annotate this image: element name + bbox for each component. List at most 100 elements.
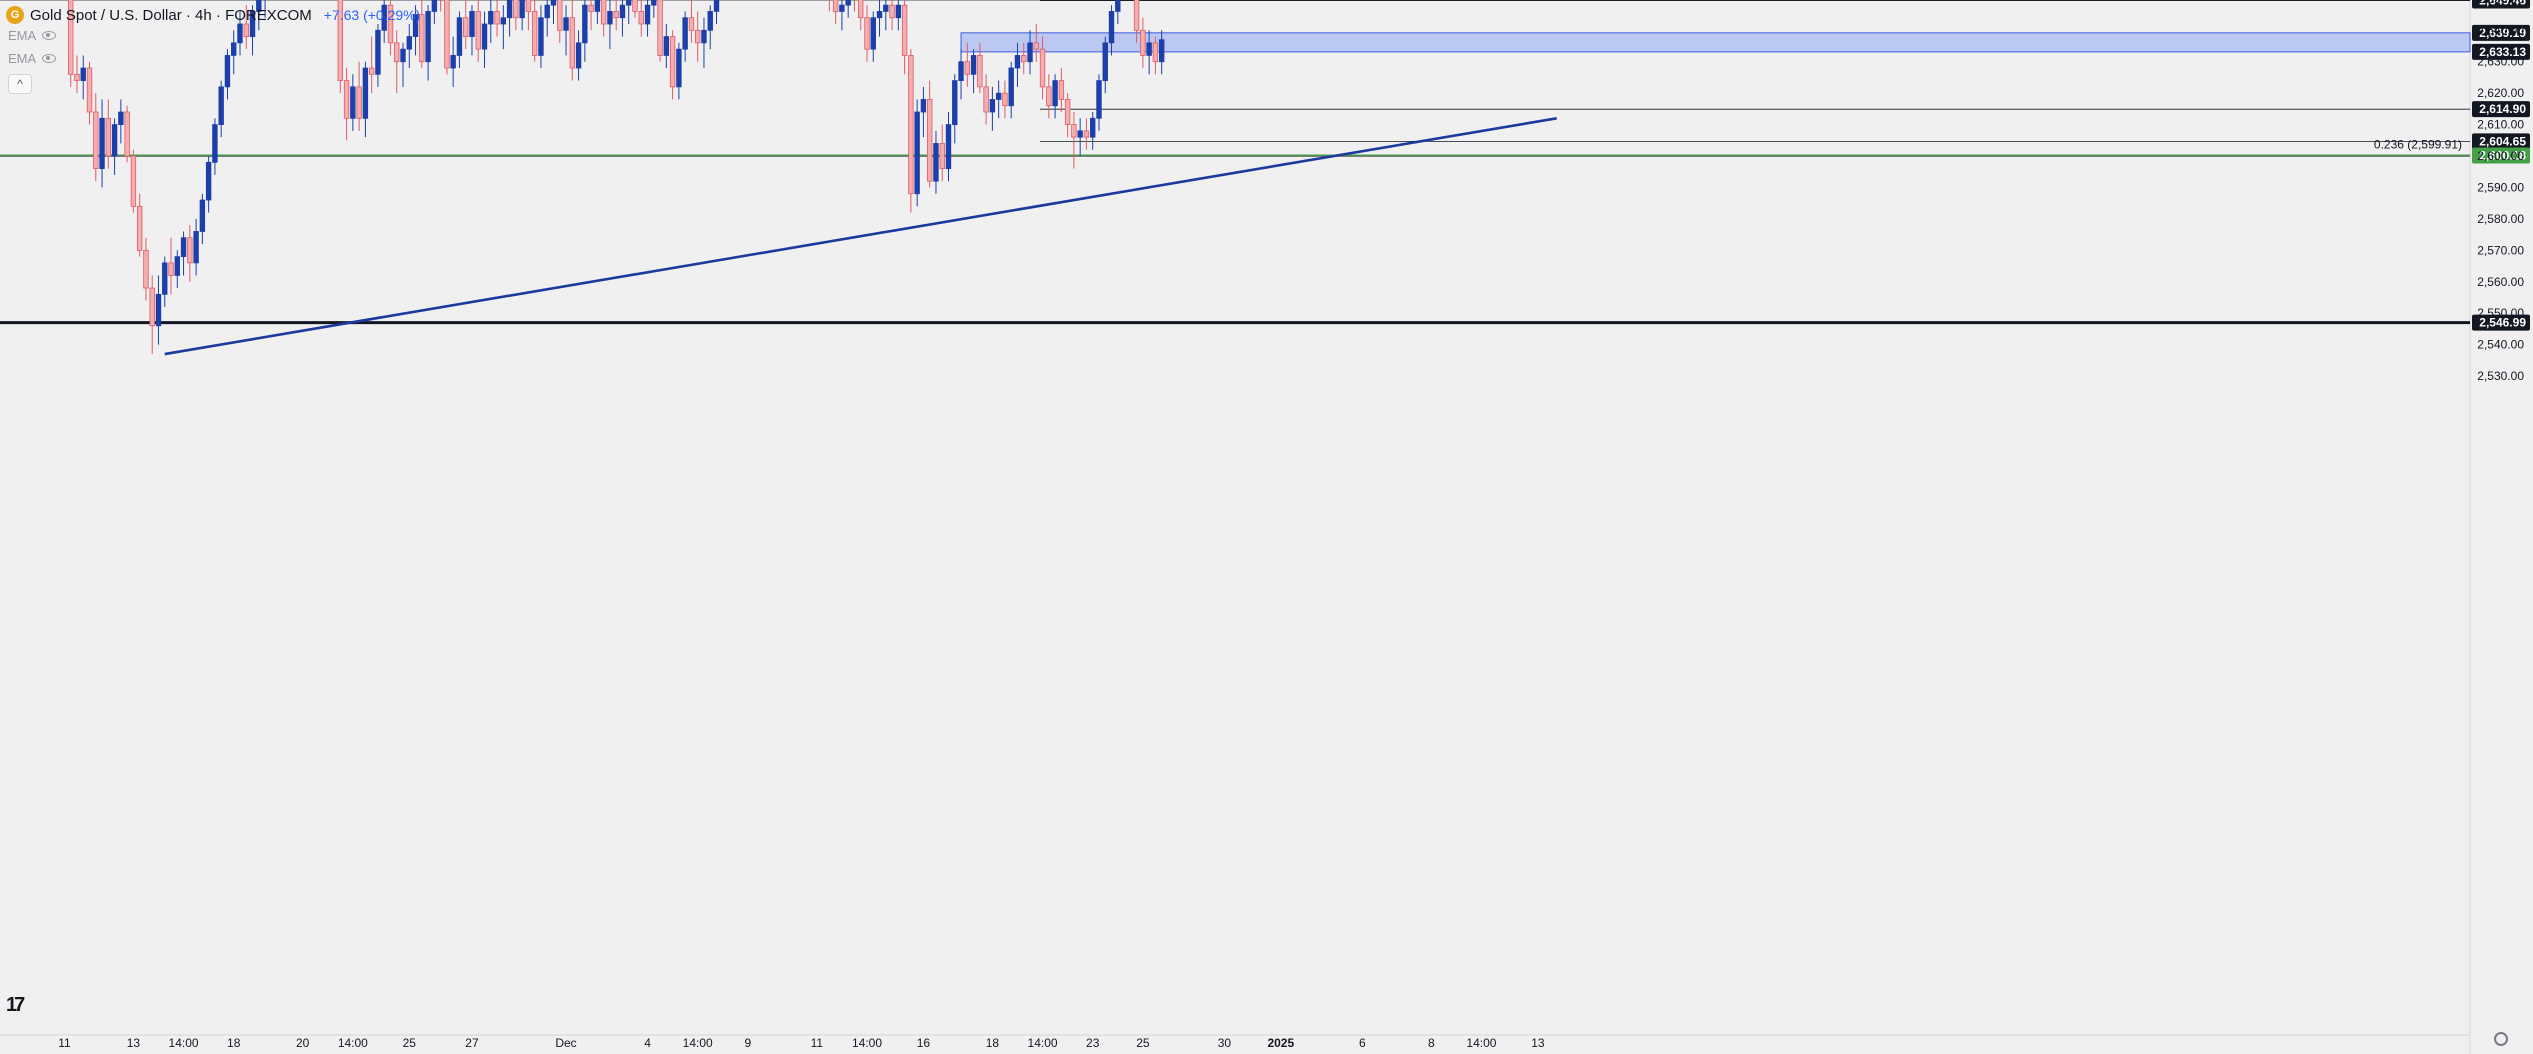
candle-body <box>143 249 149 289</box>
candle-body <box>695 29 701 44</box>
price-label-bg <box>2472 133 2530 150</box>
candle-body <box>933 143 939 182</box>
candle-body <box>481 23 488 50</box>
x-tick-label: 20 <box>296 1036 310 1050</box>
x-tick-label: 14:00 <box>1466 1036 1496 1050</box>
candle-body <box>118 111 124 125</box>
candle-body <box>174 256 180 276</box>
price-label: 2,633.13 <box>2479 45 2526 59</box>
x-tick-label: 25 <box>403 1036 417 1050</box>
candle-body <box>444 0 450 69</box>
candle-body <box>249 11 256 37</box>
candle-body <box>945 124 952 169</box>
candle-body <box>362 67 369 119</box>
candle-body <box>1039 48 1046 88</box>
candle-body <box>494 11 500 25</box>
eye-icon[interactable] <box>42 54 57 63</box>
candle-body <box>864 17 870 50</box>
y-tick-label: 2,580.00 <box>2477 212 2524 226</box>
x-tick-label: 11 <box>811 1036 824 1050</box>
candle-body <box>682 17 688 50</box>
candle-body <box>1071 124 1077 138</box>
x-tick-label: 18 <box>227 1036 241 1050</box>
y-tick-label: 2,650.00 <box>2477 0 2524 6</box>
y-tick-label: 2,590.00 <box>2477 180 2524 194</box>
candle-body <box>964 61 971 75</box>
chevron-up-icon[interactable]: ^ <box>8 74 32 94</box>
candle-body <box>607 11 613 25</box>
candle-body <box>337 0 344 81</box>
candle-body <box>1046 86 1052 107</box>
price-label-bg <box>2472 101 2530 118</box>
x-tick-label: 14:00 <box>852 1036 882 1050</box>
candle-body <box>638 11 644 25</box>
candle-body <box>858 0 864 19</box>
candle-body <box>350 86 356 119</box>
price-label-bg <box>2472 0 2530 9</box>
price-label: 2,649.46 <box>2479 0 2526 8</box>
candle-body <box>1140 29 1146 56</box>
candle-body <box>180 237 187 258</box>
candle-body <box>876 11 883 19</box>
indicator-ema-2[interactable]: EMA <box>8 51 57 66</box>
candle-body <box>199 199 206 232</box>
candle-body <box>513 0 519 19</box>
candle-body <box>124 111 130 157</box>
candle-body <box>1133 0 1140 31</box>
candle-body <box>626 0 632 6</box>
symbol-title[interactable]: Gold Spot / U.S. Dollar · 4h · FOREXCOM <box>30 6 312 24</box>
candle-body <box>500 17 507 25</box>
candle-body <box>563 17 569 31</box>
candle-body <box>387 4 394 44</box>
candle-body <box>989 99 996 113</box>
candle-body <box>870 17 876 50</box>
chart-header: G Gold Spot / U.S. Dollar · 4h · FOREXCO… <box>6 3 420 27</box>
candle-body <box>1146 42 1152 56</box>
price-change: +7.63 (+0.29%) <box>323 7 421 23</box>
fib-label: 0.236 (2,599.91) <box>2374 137 2462 151</box>
candle-body <box>86 67 93 113</box>
x-tick-label: 14:00 <box>683 1036 713 1050</box>
candle-body <box>231 42 237 56</box>
y-tick-label: 2,540.00 <box>2477 338 2524 352</box>
candle-body <box>1115 0 1121 12</box>
tradingview-logo-icon[interactable]: 17 <box>6 994 25 1016</box>
candle-body <box>613 11 619 19</box>
candle-body <box>99 117 105 169</box>
x-tick-label: 9 <box>745 1036 752 1050</box>
candle-body <box>488 11 494 25</box>
candle-body <box>130 155 137 207</box>
x-tick-label: 27 <box>465 1036 479 1050</box>
candle-body <box>952 80 958 125</box>
x-tick-label: 13 <box>1531 1036 1545 1050</box>
candle-body <box>657 0 663 56</box>
candle-body <box>977 55 983 88</box>
candle-body <box>431 0 438 12</box>
candle-body <box>839 4 845 12</box>
candle-body <box>588 4 594 12</box>
candle-body <box>193 231 199 264</box>
candle-body <box>1021 55 1027 63</box>
candle-body <box>557 0 563 31</box>
eye-icon[interactable] <box>42 31 57 40</box>
gear-icon[interactable] <box>2494 1032 2508 1046</box>
candle-body <box>895 4 902 19</box>
y-tick-label: 2,530.00 <box>2477 369 2524 383</box>
candle-body <box>525 0 532 12</box>
candle-body <box>343 80 350 119</box>
candle-body <box>237 23 243 44</box>
x-tick-label: 30 <box>1218 1036 1232 1050</box>
candle-body <box>1008 67 1014 107</box>
support-zone <box>960 32 2471 53</box>
candle-body <box>713 0 720 12</box>
candle-body <box>1096 80 1102 119</box>
candle-body <box>425 11 431 63</box>
candle-body <box>1064 99 1071 125</box>
x-tick-label: 4 <box>644 1036 651 1050</box>
indicator-ema-1[interactable]: EMA <box>8 28 57 43</box>
candle-body <box>1027 42 1033 63</box>
candle-body <box>958 61 964 81</box>
candle-body <box>218 86 224 125</box>
candle-body <box>889 4 895 19</box>
